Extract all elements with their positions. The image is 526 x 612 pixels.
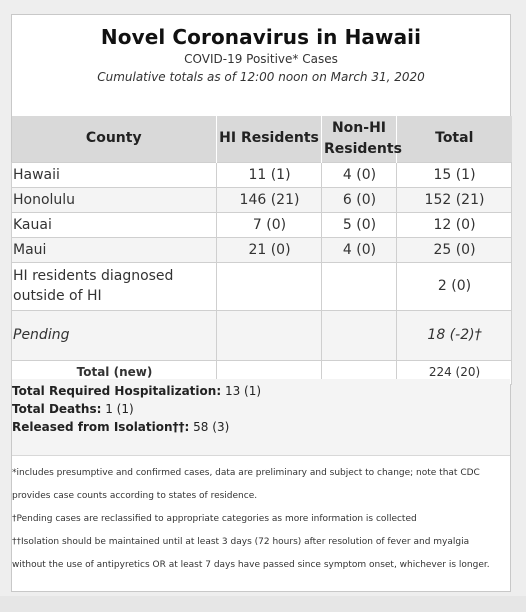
hospitalization-line: Total Required Hospitalization: 13 (1) [12, 382, 510, 400]
released-line: Released from Isolation††: 58 (3) [12, 418, 510, 436]
table-header-row: County HI Residents Non-HI Residents Tot… [11, 116, 512, 162]
column-header-hi-residents: HI Residents [216, 116, 322, 162]
cases-table: County HI Residents Non-HI Residents Tot… [11, 116, 512, 385]
non-hi-cell: 6 (0) [321, 186, 397, 213]
total-cell: 12 (0) [396, 211, 512, 238]
county-cell: Hawaii [11, 161, 217, 188]
non-hi-cell: 4 (0) [321, 161, 397, 188]
released-label: Released from Isolation††: [12, 420, 190, 434]
total-cell: 2 (0) [396, 261, 512, 311]
released-value: 58 (3) [193, 420, 230, 434]
hospitalization-value: 13 (1) [224, 384, 262, 398]
hi-residents-cell: 21 (0) [216, 236, 322, 263]
table-row: Kauai 7 (0) 5 (0) 12 (0) [11, 211, 512, 238]
county-cell: HI residents diagnosed outside of HI [11, 261, 217, 311]
page-background-strip [0, 596, 526, 612]
hi-residents-cell [216, 261, 322, 311]
total-cell: 15 (1) [396, 161, 512, 188]
covid-summary-card: Novel Coronavirus in Hawaii COVID-19 Pos… [11, 14, 512, 592]
as-of-date: Cumulative totals as of 12:00 noon on Ma… [97, 70, 425, 84]
footnote-line: provides case counts according to states… [12, 491, 258, 501]
deaths-value: 1 (1) [105, 402, 134, 416]
county-cell: Honolulu [11, 186, 217, 213]
table-row: Honolulu 146 (21) 6 (0) 152 (21) [11, 186, 512, 213]
column-header-total: Total [396, 116, 512, 162]
hi-residents-cell [216, 309, 322, 361]
table-row: Maui 21 (0) 4 (0) 25 (0) [11, 236, 512, 263]
county-cell: Pending [11, 309, 217, 361]
county-cell: Maui [11, 236, 217, 263]
footnotes: *includes presumptive and confirmed case… [12, 455, 510, 577]
non-hi-cell [321, 261, 397, 311]
page-title: Novel Coronavirus in Hawaii [100, 25, 422, 49]
hi-residents-cell: 7 (0) [216, 211, 322, 238]
subtitle: COVID-19 Positive* Cases [184, 52, 338, 66]
deaths-line: Total Deaths: 1 (1) [12, 400, 510, 418]
footnote-line: ††Isolation should be maintained until a… [12, 537, 470, 547]
deaths-label: Total Deaths: [12, 402, 102, 416]
total-cell: 152 (21) [396, 186, 512, 213]
non-hi-cell [321, 309, 397, 361]
footnote-line: *includes presumptive and confirmed case… [12, 468, 480, 478]
hi-residents-cell: 146 (21) [216, 186, 322, 213]
non-hi-cell: 5 (0) [321, 211, 397, 238]
table-row: Pending 18 (-2)† [11, 309, 512, 361]
table-row: HI residents diagnosed outside of HI 2 (… [11, 261, 512, 311]
non-hi-cell: 4 (0) [321, 236, 397, 263]
column-header-non-hi-residents: Non-HI Residents [321, 116, 402, 162]
footnote-line: †Pending cases are reclassified to appro… [12, 514, 417, 524]
total-cell: 25 (0) [396, 236, 512, 263]
table-row: Hawaii 11 (1) 4 (0) 15 (1) [11, 161, 512, 188]
county-cell: Kauai [11, 211, 217, 238]
column-header-county: County [11, 116, 217, 162]
hospitalization-label: Total Required Hospitalization: [12, 384, 222, 398]
footnote-line: without the use of antipyretics OR at le… [12, 560, 490, 570]
total-cell: 18 (-2)† [396, 309, 512, 361]
summary-section: Total Required Hospitalization: 13 (1) T… [12, 379, 510, 455]
header: Novel Coronavirus in Hawaii COVID-19 Pos… [12, 15, 510, 117]
hi-residents-cell: 11 (1) [216, 161, 322, 188]
